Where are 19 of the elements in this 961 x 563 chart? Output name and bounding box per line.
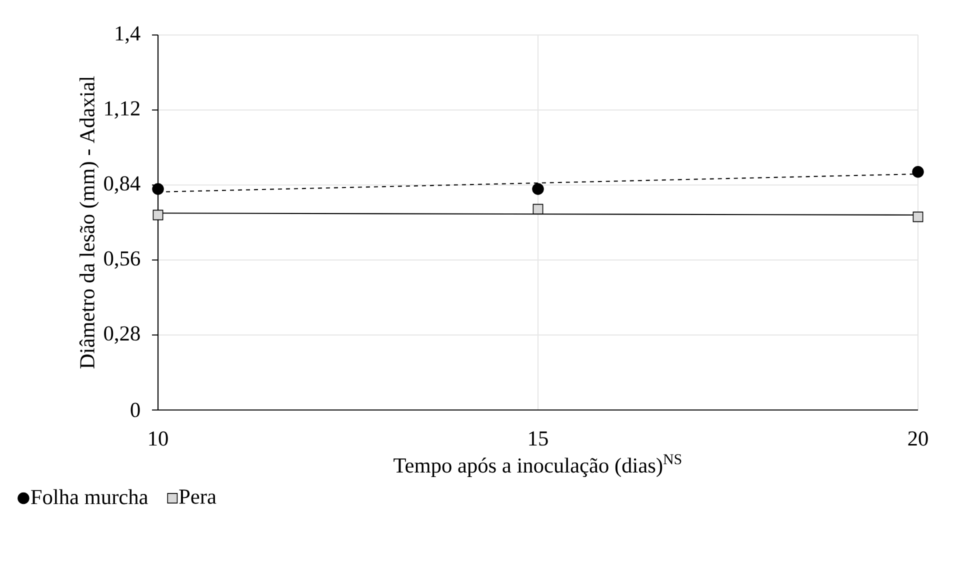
x-axis-title: Tempo após a inoculação (dias)$^{NS}$ xyxy=(394,454,682,478)
y-tick-label: 0,28 xyxy=(104,326,140,344)
y-tick-label: 1,4 xyxy=(116,26,140,44)
y-axis-title: Diâmetro da lesão (mm) - Adaxial xyxy=(79,76,99,368)
point xyxy=(152,183,164,195)
y-tick-label: 1,12 xyxy=(105,101,140,119)
y-tick-label: 0,56 xyxy=(104,251,140,269)
x-tick-label: 15 xyxy=(529,431,548,446)
point xyxy=(912,166,924,178)
x-tick-label: 20 xyxy=(908,431,928,446)
point xyxy=(532,183,544,195)
point xyxy=(912,212,924,222)
point xyxy=(152,210,164,220)
y-tick-label: 0 xyxy=(130,402,140,418)
legend-label: Pera xyxy=(179,490,216,504)
x-tick-label: 10 xyxy=(149,431,168,446)
y-tick-label: 0,84 xyxy=(104,176,140,194)
legend-label: Folha murcha xyxy=(31,489,148,504)
point xyxy=(532,204,544,214)
